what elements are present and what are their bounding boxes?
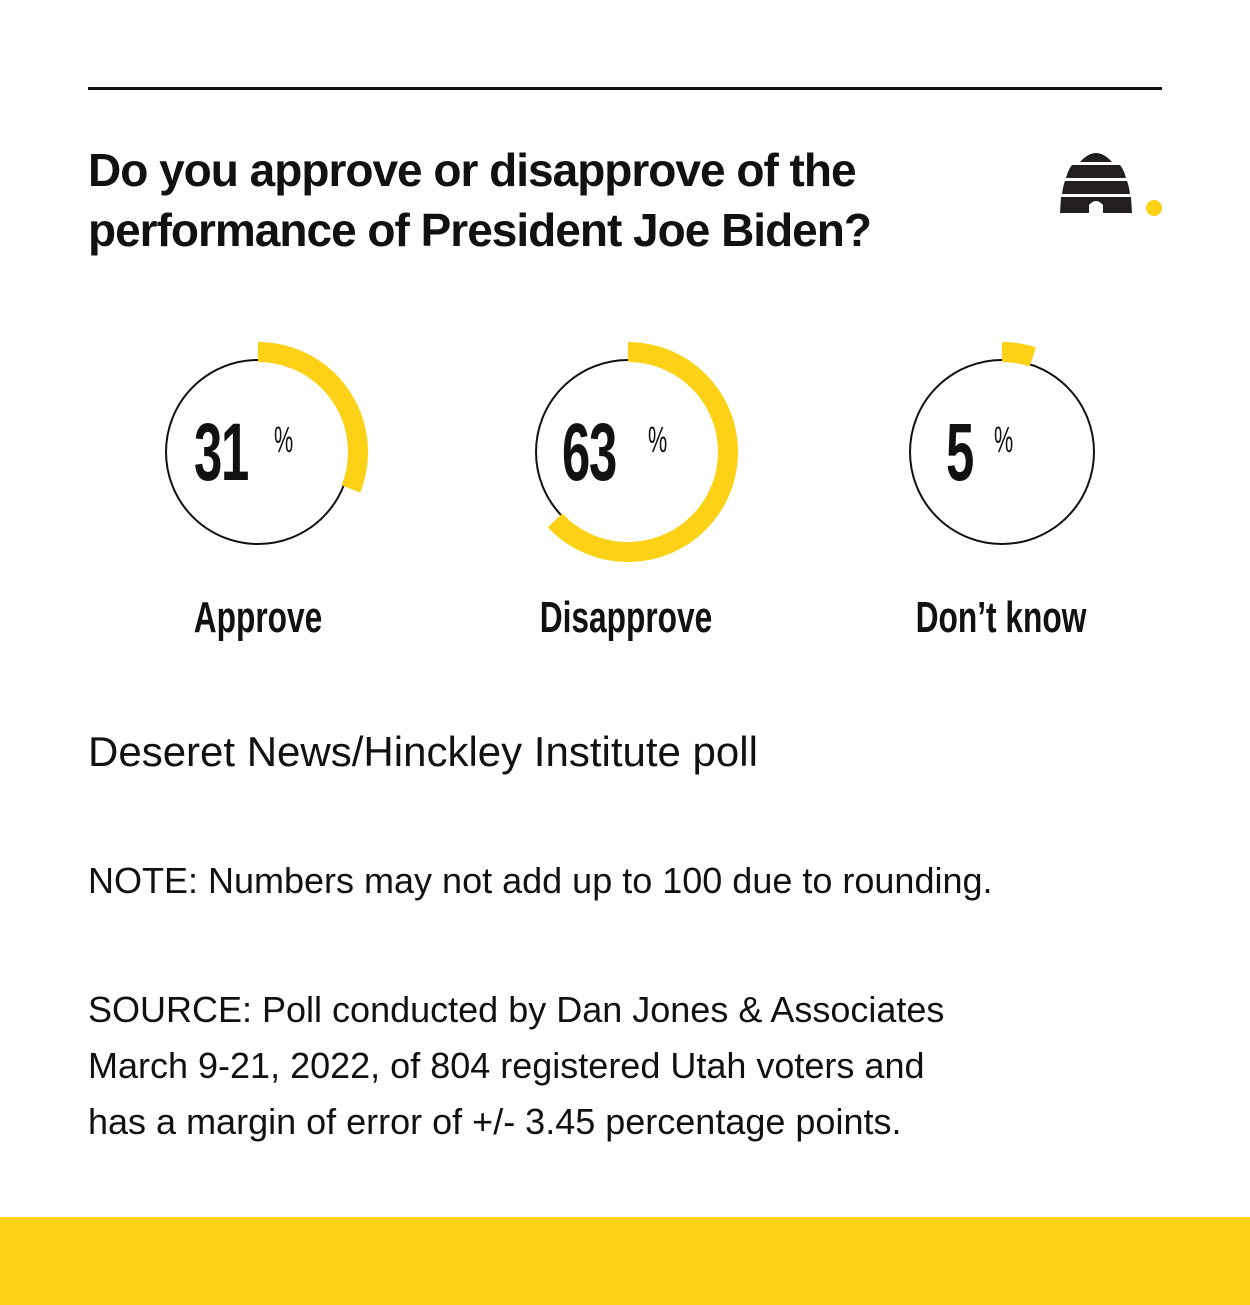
- approve-label: Approve: [193, 593, 323, 642]
- source-line: SOURCE: Poll conducted by Dan Jones & As…: [88, 989, 945, 1030]
- dont-know-value: 5: [946, 407, 974, 498]
- disapprove-unit: %: [648, 419, 668, 460]
- disapprove-label: Disapprove: [539, 593, 713, 642]
- disapprove-ring: [518, 342, 738, 562]
- source-line: March 9-21, 2022, of 804 registered Utah…: [88, 1045, 925, 1086]
- poll-subtitle: Deseret News/Hinckley Institute poll: [88, 728, 758, 775]
- beehive-icon: [1058, 142, 1168, 222]
- source-note: SOURCE: Poll conducted by Dan Jones & As…: [88, 982, 1188, 1150]
- approve-ring: [148, 342, 368, 562]
- top-rule: [88, 87, 1162, 90]
- disapprove-value: 63: [562, 407, 617, 498]
- bottom-band: [0, 1217, 1250, 1305]
- dont-know-unit: %: [994, 419, 1014, 460]
- dont-know-ring: [892, 342, 1112, 562]
- rounding-note: NOTE: Numbers may not add up to 100 due …: [88, 860, 993, 901]
- approve-value: 31: [194, 407, 249, 498]
- donut-dont-know: 5 %: [882, 332, 1122, 572]
- donut-approve: 31 %: [138, 332, 378, 572]
- donut-disapprove: 63 %: [508, 332, 748, 572]
- approve-unit: %: [274, 419, 294, 460]
- chart-title: Do you approve or disapprove of the perf…: [88, 144, 872, 256]
- source-line: has a margin of error of +/- 3.45 percen…: [88, 1101, 902, 1142]
- dont-know-label: Don’t know: [915, 593, 1087, 642]
